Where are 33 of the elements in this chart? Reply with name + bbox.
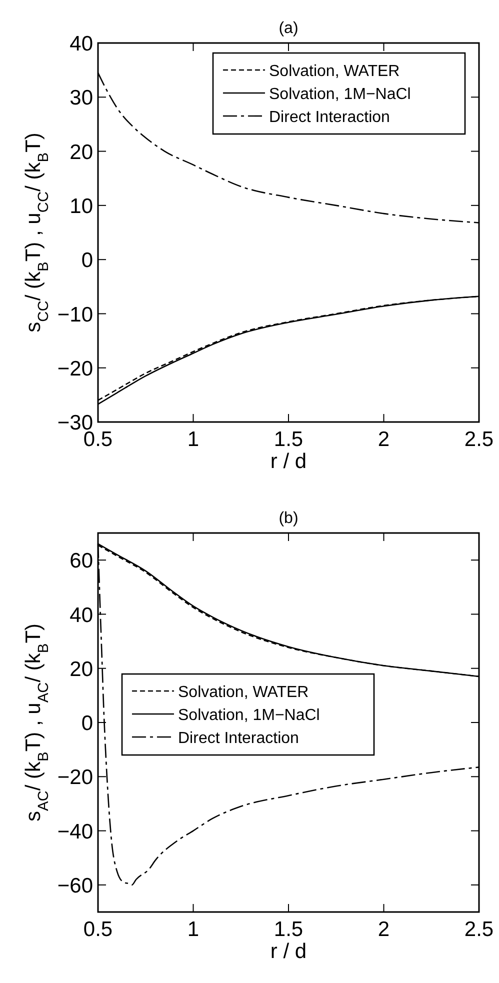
y-tick-label: −40 bbox=[57, 820, 93, 844]
x-tick-label: 2 bbox=[378, 428, 390, 451]
x-tick-label: 2.5 bbox=[464, 918, 494, 941]
legend-label: Solvation, WATER bbox=[269, 62, 400, 80]
x-tick-label: 1.5 bbox=[274, 918, 304, 941]
x-tick-label: 1.5 bbox=[274, 428, 304, 451]
y-tick-label: 20 bbox=[70, 140, 93, 164]
y-tick-label: 0 bbox=[81, 712, 93, 736]
legend-label: Direct Interaction bbox=[269, 108, 390, 126]
x-tick-label: 1 bbox=[187, 918, 200, 941]
y-tick-label: −20 bbox=[57, 766, 93, 790]
x-axis-title: r / d bbox=[270, 940, 307, 963]
legend-label: Solvation, 1M−NaCl bbox=[269, 86, 411, 103]
y-tick-label: 20 bbox=[70, 658, 93, 681]
y-tick-label: −60 bbox=[57, 874, 93, 898]
y-tick-label: 30 bbox=[70, 86, 93, 110]
legend-label: Direct Interaction bbox=[178, 730, 299, 747]
x-tick-label: 2.5 bbox=[464, 428, 494, 451]
y-tick-label: −20 bbox=[57, 357, 93, 380]
x-tick-label: 1 bbox=[187, 428, 200, 451]
chart-title: (a) bbox=[278, 20, 298, 37]
legend-label: Solvation, 1M−NaCl bbox=[178, 706, 320, 724]
y-tick-label: −10 bbox=[57, 303, 93, 326]
y-tick-label: 60 bbox=[70, 550, 93, 573]
chart-title: (b) bbox=[278, 510, 298, 527]
x-tick-label: 0.5 bbox=[83, 918, 113, 941]
y-tick-label: 40 bbox=[70, 604, 93, 627]
y-tick-label: 10 bbox=[70, 194, 93, 218]
x-tick-label: 2 bbox=[378, 918, 390, 941]
y-tick-label: 40 bbox=[70, 32, 93, 56]
x-axis-title: r / d bbox=[270, 450, 307, 473]
y-tick-label: 0 bbox=[81, 249, 93, 272]
legend-label: Solvation, WATER bbox=[178, 684, 309, 701]
